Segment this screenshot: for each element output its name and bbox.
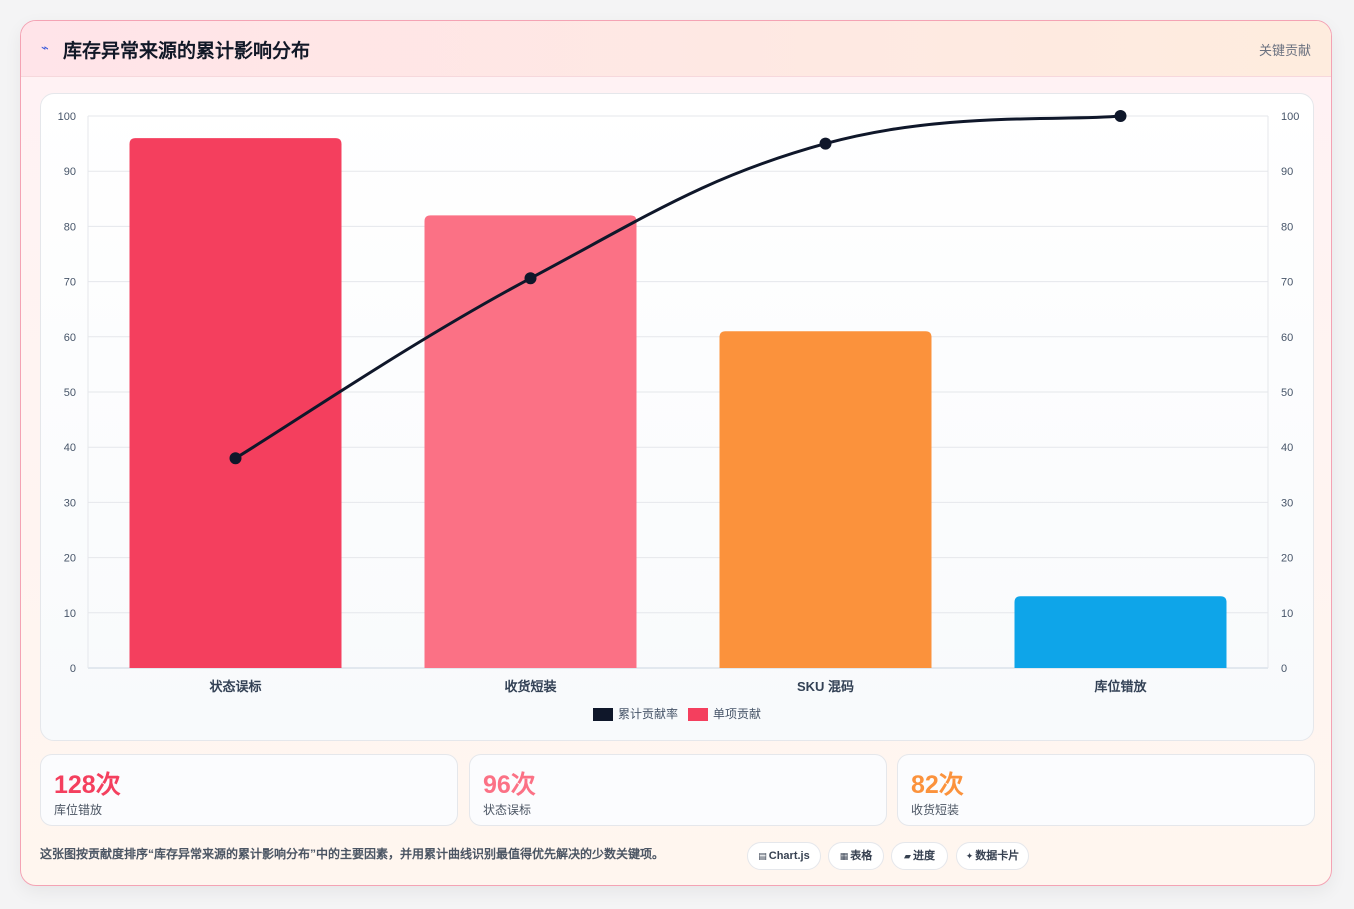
pulse-icon: ⌁: [41, 41, 49, 56]
y-tick-label-right: 60: [1281, 332, 1293, 344]
bar-4: [1014, 596, 1227, 668]
bar-2: [424, 215, 637, 669]
legend-swatch-cumulative: [593, 708, 613, 721]
x-tick-label: 状态误标: [209, 679, 261, 694]
y-tick-label-left: 90: [64, 166, 76, 178]
legend-label-cumulative: 累计贡献率: [618, 706, 678, 721]
y-tick-label-left: 0: [70, 663, 76, 675]
stat-card-2: 96次 状态误标: [469, 754, 887, 826]
y-tick-label-right: 90: [1281, 166, 1293, 178]
legend-label-bars: 单项贡献: [713, 706, 761, 721]
x-tick-label: SKU 混码: [797, 679, 854, 694]
card-title: 库存异常来源的累计影响分布: [63, 41, 311, 62]
chip-label: 数据卡片: [975, 850, 1020, 862]
table-icon: ▦: [839, 852, 849, 862]
y-tick-label-left: 40: [64, 442, 76, 454]
chip-data-card[interactable]: ✦ 数据卡片: [956, 842, 1029, 870]
legend-swatch-bars: [688, 708, 708, 721]
cumulative-point-3: [819, 137, 832, 150]
bar-3: [719, 331, 932, 668]
x-tick-label: 收货短装: [504, 679, 556, 694]
y-tick-label-left: 60: [64, 332, 76, 344]
y-tick-label-left: 70: [64, 277, 76, 289]
y-tick-label-right: 0: [1281, 663, 1287, 675]
chip-chartjs[interactable]: ▤ Chart.js: [747, 842, 821, 870]
cumulative-point-2: [524, 272, 537, 285]
y-tick-label-left: 50: [64, 387, 76, 399]
stat-value: 82次: [911, 771, 964, 799]
sparkle-icon: ✦: [965, 852, 974, 862]
progress-icon: ▰: [904, 852, 911, 862]
stat-label: 库位错放: [54, 803, 103, 817]
chip-label: 进度: [912, 850, 935, 862]
chip-label: Chart.js: [768, 850, 810, 862]
y-tick-label-right: 20: [1281, 553, 1293, 565]
stat-value: 128次: [54, 771, 121, 799]
card-header: ⌁ 库存异常来源的累计影响分布 关键贡献: [21, 21, 1331, 77]
cumulative-point-1: [229, 452, 242, 465]
stat-card-1: 128次 库位错放: [40, 754, 458, 826]
chip-table[interactable]: ▦ 表格: [828, 842, 884, 870]
chart-description: 这张图按贡献度排序“库存异常来源的累计影响分布”中的主要因素，并用累计曲线识别最…: [40, 847, 665, 861]
chart-panel: 0 0 10 10 20 20 30 30 40 40 50 50 60 60 70 70 80 80 90 90 10…: [40, 93, 1314, 741]
chip-label: 表格: [850, 850, 873, 862]
y-tick-label-right: 100: [1281, 111, 1299, 123]
cumulative-point-4: [1114, 110, 1127, 122]
y-tick-label-right: 10: [1281, 608, 1293, 620]
pareto-card: ⌁ 库存异常来源的累计影响分布 关键贡献 0 0 10 10 20 20 30 30 40 40 5…: [20, 20, 1332, 886]
cumulative-line: [234, 114, 1121, 460]
stat-label: 收货短装: [911, 803, 960, 817]
y-tick-label-right: 70: [1281, 277, 1293, 289]
x-tick-label: 库位错放: [1094, 679, 1147, 694]
stat-label: 状态误标: [483, 803, 532, 817]
key-contribution-label: 关键贡献: [1258, 43, 1311, 58]
y-tick-label-right: 80: [1281, 221, 1293, 233]
pareto-chart: 0 0 10 10 20 20 30 30 40 40 50 50 60 60 70 70 80 80 90 90 10…: [58, 110, 1299, 721]
stat-card-3: 82次 收货短装: [897, 754, 1315, 826]
y-tick-label-left: 80: [64, 221, 76, 233]
stat-value: 96次: [483, 771, 536, 799]
y-tick-label-left: 100: [58, 111, 76, 123]
y-tick-label-left: 20: [64, 553, 76, 565]
y-tick-label-right: 50: [1281, 387, 1293, 399]
y-tick-label-left: 30: [64, 497, 76, 509]
y-tick-label-right: 40: [1281, 442, 1293, 454]
bar-1: [129, 138, 342, 668]
chart-icon: ▤: [758, 852, 767, 862]
y-tick-label-left: 10: [64, 608, 76, 620]
chip-progress[interactable]: ▰ 进度: [891, 842, 948, 870]
y-tick-label-right: 30: [1281, 497, 1293, 509]
